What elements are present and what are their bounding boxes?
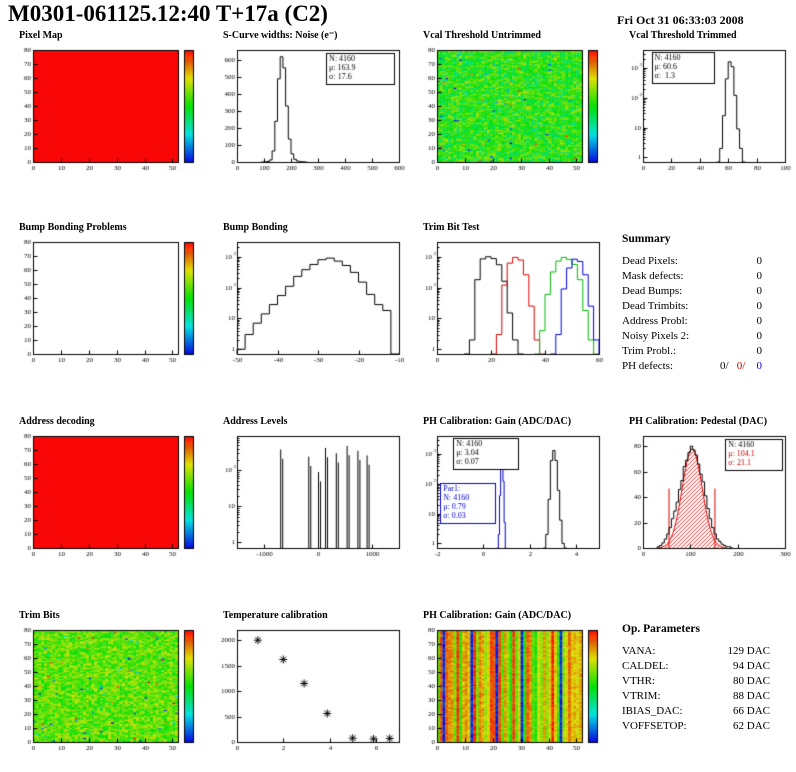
ph-defects-value-3: 0 <box>756 360 763 372</box>
summary-ph-values: 0/ 0/ 0 <box>715 359 763 374</box>
summary-label: PH defects: <box>622 360 674 372</box>
summary-value: 0 <box>756 270 763 282</box>
op-parameter-label: VOFFSETOP: <box>622 720 687 732</box>
summary-value: 0 <box>756 255 763 267</box>
summary-label: Trim Probl.: <box>622 345 677 357</box>
plot-cell-bump-problems: Bump Bonding Problems <box>6 222 204 369</box>
plot-title: Temperature calibration <box>223 610 328 621</box>
summary-label: Dead Bumps: <box>622 285 683 297</box>
plot-title: Trim Bits <box>19 610 60 621</box>
vcal-untrimmed-plot <box>410 43 608 177</box>
plot-cell-trim-bit-test: Trim Bit Test <box>410 222 608 369</box>
summary-row: Trim Probl.: 0 <box>622 344 762 359</box>
temperature-plot <box>210 623 408 757</box>
plot-title: Address decoding <box>19 416 95 427</box>
op-parameter-label: VTRIM: <box>622 690 661 702</box>
plot-cell-ph-pedestal: PH Calibration: Pedestal (DAC) <box>616 416 794 563</box>
ph-gain-map-plot <box>410 623 608 757</box>
trim-bits-plot <box>6 623 204 757</box>
op-parameter-value: 66 DAC <box>733 705 770 717</box>
summary-panel: Summary Dead Pixels: 0 Mask defects: 0 D… <box>622 232 762 374</box>
ph-defects-value-1: 0/ <box>719 360 729 372</box>
summary-row: Address Probl: 0 <box>622 314 762 329</box>
pixel-map-plot <box>6 43 204 177</box>
address-decoding-plot <box>6 429 204 563</box>
address-levels-plot <box>210 429 408 563</box>
op-parameter-row: VTHR: 80 DAC <box>622 674 770 689</box>
op-parameter-label: VTHR: <box>622 675 655 687</box>
op-parameter-row: VOFFSETOP: 62 DAC <box>622 719 770 734</box>
op-parameters-panel: Op. Parameters VANA: 129 DAC CALDEL: 94 … <box>622 622 770 734</box>
plot-cell-bump-bonding: Bump Bonding <box>210 222 408 369</box>
op-parameter-row: IBIAS_DAC: 66 DAC <box>622 704 770 719</box>
ph-pedestal-plot <box>616 429 794 563</box>
summary-row: Dead Trimbits: 0 <box>622 299 762 314</box>
plot-title: S-Curve widths: Noise (e⁻) <box>223 30 338 41</box>
plot-title: Vcal Threshold Trimmed <box>629 30 737 41</box>
op-parameter-value: 129 DAC <box>727 645 770 657</box>
op-parameter-value: 62 DAC <box>733 720 770 732</box>
op-parameter-row: VANA: 129 DAC <box>622 644 770 659</box>
bump-problems-plot <box>6 235 204 369</box>
op-parameters-title: Op. Parameters <box>622 623 700 635</box>
plot-cell-ph-gain: PH Calibration: Gain (ADC/DAC) <box>410 416 608 563</box>
bump-bonding-plot <box>210 235 408 369</box>
plot-cell-scurve-noise: S-Curve widths: Noise (e⁻) <box>210 30 408 177</box>
plot-cell-address-levels: Address Levels <box>210 416 408 563</box>
scurve-noise-plot <box>210 43 408 177</box>
summary-label: Address Probl: <box>622 315 688 327</box>
summary-title: Summary <box>622 233 671 245</box>
plot-cell-address-decoding: Address decoding <box>6 416 204 563</box>
op-parameter-label: IBIAS_DAC: <box>622 705 683 717</box>
summary-value: 0 <box>756 315 763 327</box>
plot-cell-vcal-untrimmed: Vcal Threshold Untrimmed <box>410 30 608 177</box>
op-parameter-row: VTRIM: 88 DAC <box>622 689 770 704</box>
plot-cell-temperature: Temperature calibration <box>210 610 408 757</box>
vcal-trimmed-plot <box>616 43 794 177</box>
ph-defects-value-2: 0/ <box>736 360 746 372</box>
summary-row: Noisy Pixels 2: 0 <box>622 329 762 344</box>
summary-label: Mask defects: <box>622 270 684 282</box>
page-title: M0301-061125.12:40 T+17a (C2) <box>8 1 328 26</box>
summary-row: Dead Bumps: 0 <box>622 284 762 299</box>
plot-title: Trim Bit Test <box>423 222 480 233</box>
plot-title: PH Calibration: Gain (ADC/DAC) <box>423 610 572 621</box>
summary-row: Mask defects: 0 <box>622 269 762 284</box>
summary-value: 0 <box>756 285 763 297</box>
summary-value: 0 <box>756 300 763 312</box>
summary-value: 0 <box>756 330 763 342</box>
plot-title: Bump Bonding <box>223 222 288 233</box>
op-parameter-label: CALDEL: <box>622 660 669 672</box>
summary-label: Dead Pixels: <box>622 255 678 267</box>
timestamp: Fri Oct 31 06:33:03 2008 <box>617 13 744 27</box>
op-parameter-value: 94 DAC <box>733 660 770 672</box>
plot-cell-ph-gain-map: PH Calibration: Gain (ADC/DAC) <box>410 610 608 757</box>
op-parameter-value: 88 DAC <box>733 690 770 702</box>
plot-title: PH Calibration: Gain (ADC/DAC) <box>423 416 572 427</box>
summary-value: 0 <box>756 345 763 357</box>
plot-title: Vcal Threshold Untrimmed <box>423 30 541 41</box>
plot-title: Address Levels <box>223 416 288 427</box>
plot-cell-trim-bits: Trim Bits <box>6 610 204 757</box>
summary-label: Noisy Pixels 2: <box>622 330 690 342</box>
plot-cell-pixel-map: Pixel Map <box>6 30 204 177</box>
summary-label: Dead Trimbits: <box>622 300 689 312</box>
plot-title: Bump Bonding Problems <box>19 222 127 233</box>
plot-title: Pixel Map <box>19 30 63 41</box>
plot-cell-vcal-trimmed: Vcal Threshold Trimmed <box>616 30 794 177</box>
op-parameter-value: 80 DAC <box>733 675 770 687</box>
op-parameter-label: VANA: <box>622 645 656 657</box>
plot-title: PH Calibration: Pedestal (DAC) <box>629 416 768 427</box>
op-parameter-row: CALDEL: 94 DAC <box>622 659 770 674</box>
ph-gain-plot <box>410 429 608 563</box>
trim-bit-test-plot <box>410 235 608 369</box>
summary-row-ph-defects: PH defects: 0/ 0/ 0 <box>622 359 762 374</box>
summary-row: Dead Pixels: 0 <box>622 254 762 269</box>
